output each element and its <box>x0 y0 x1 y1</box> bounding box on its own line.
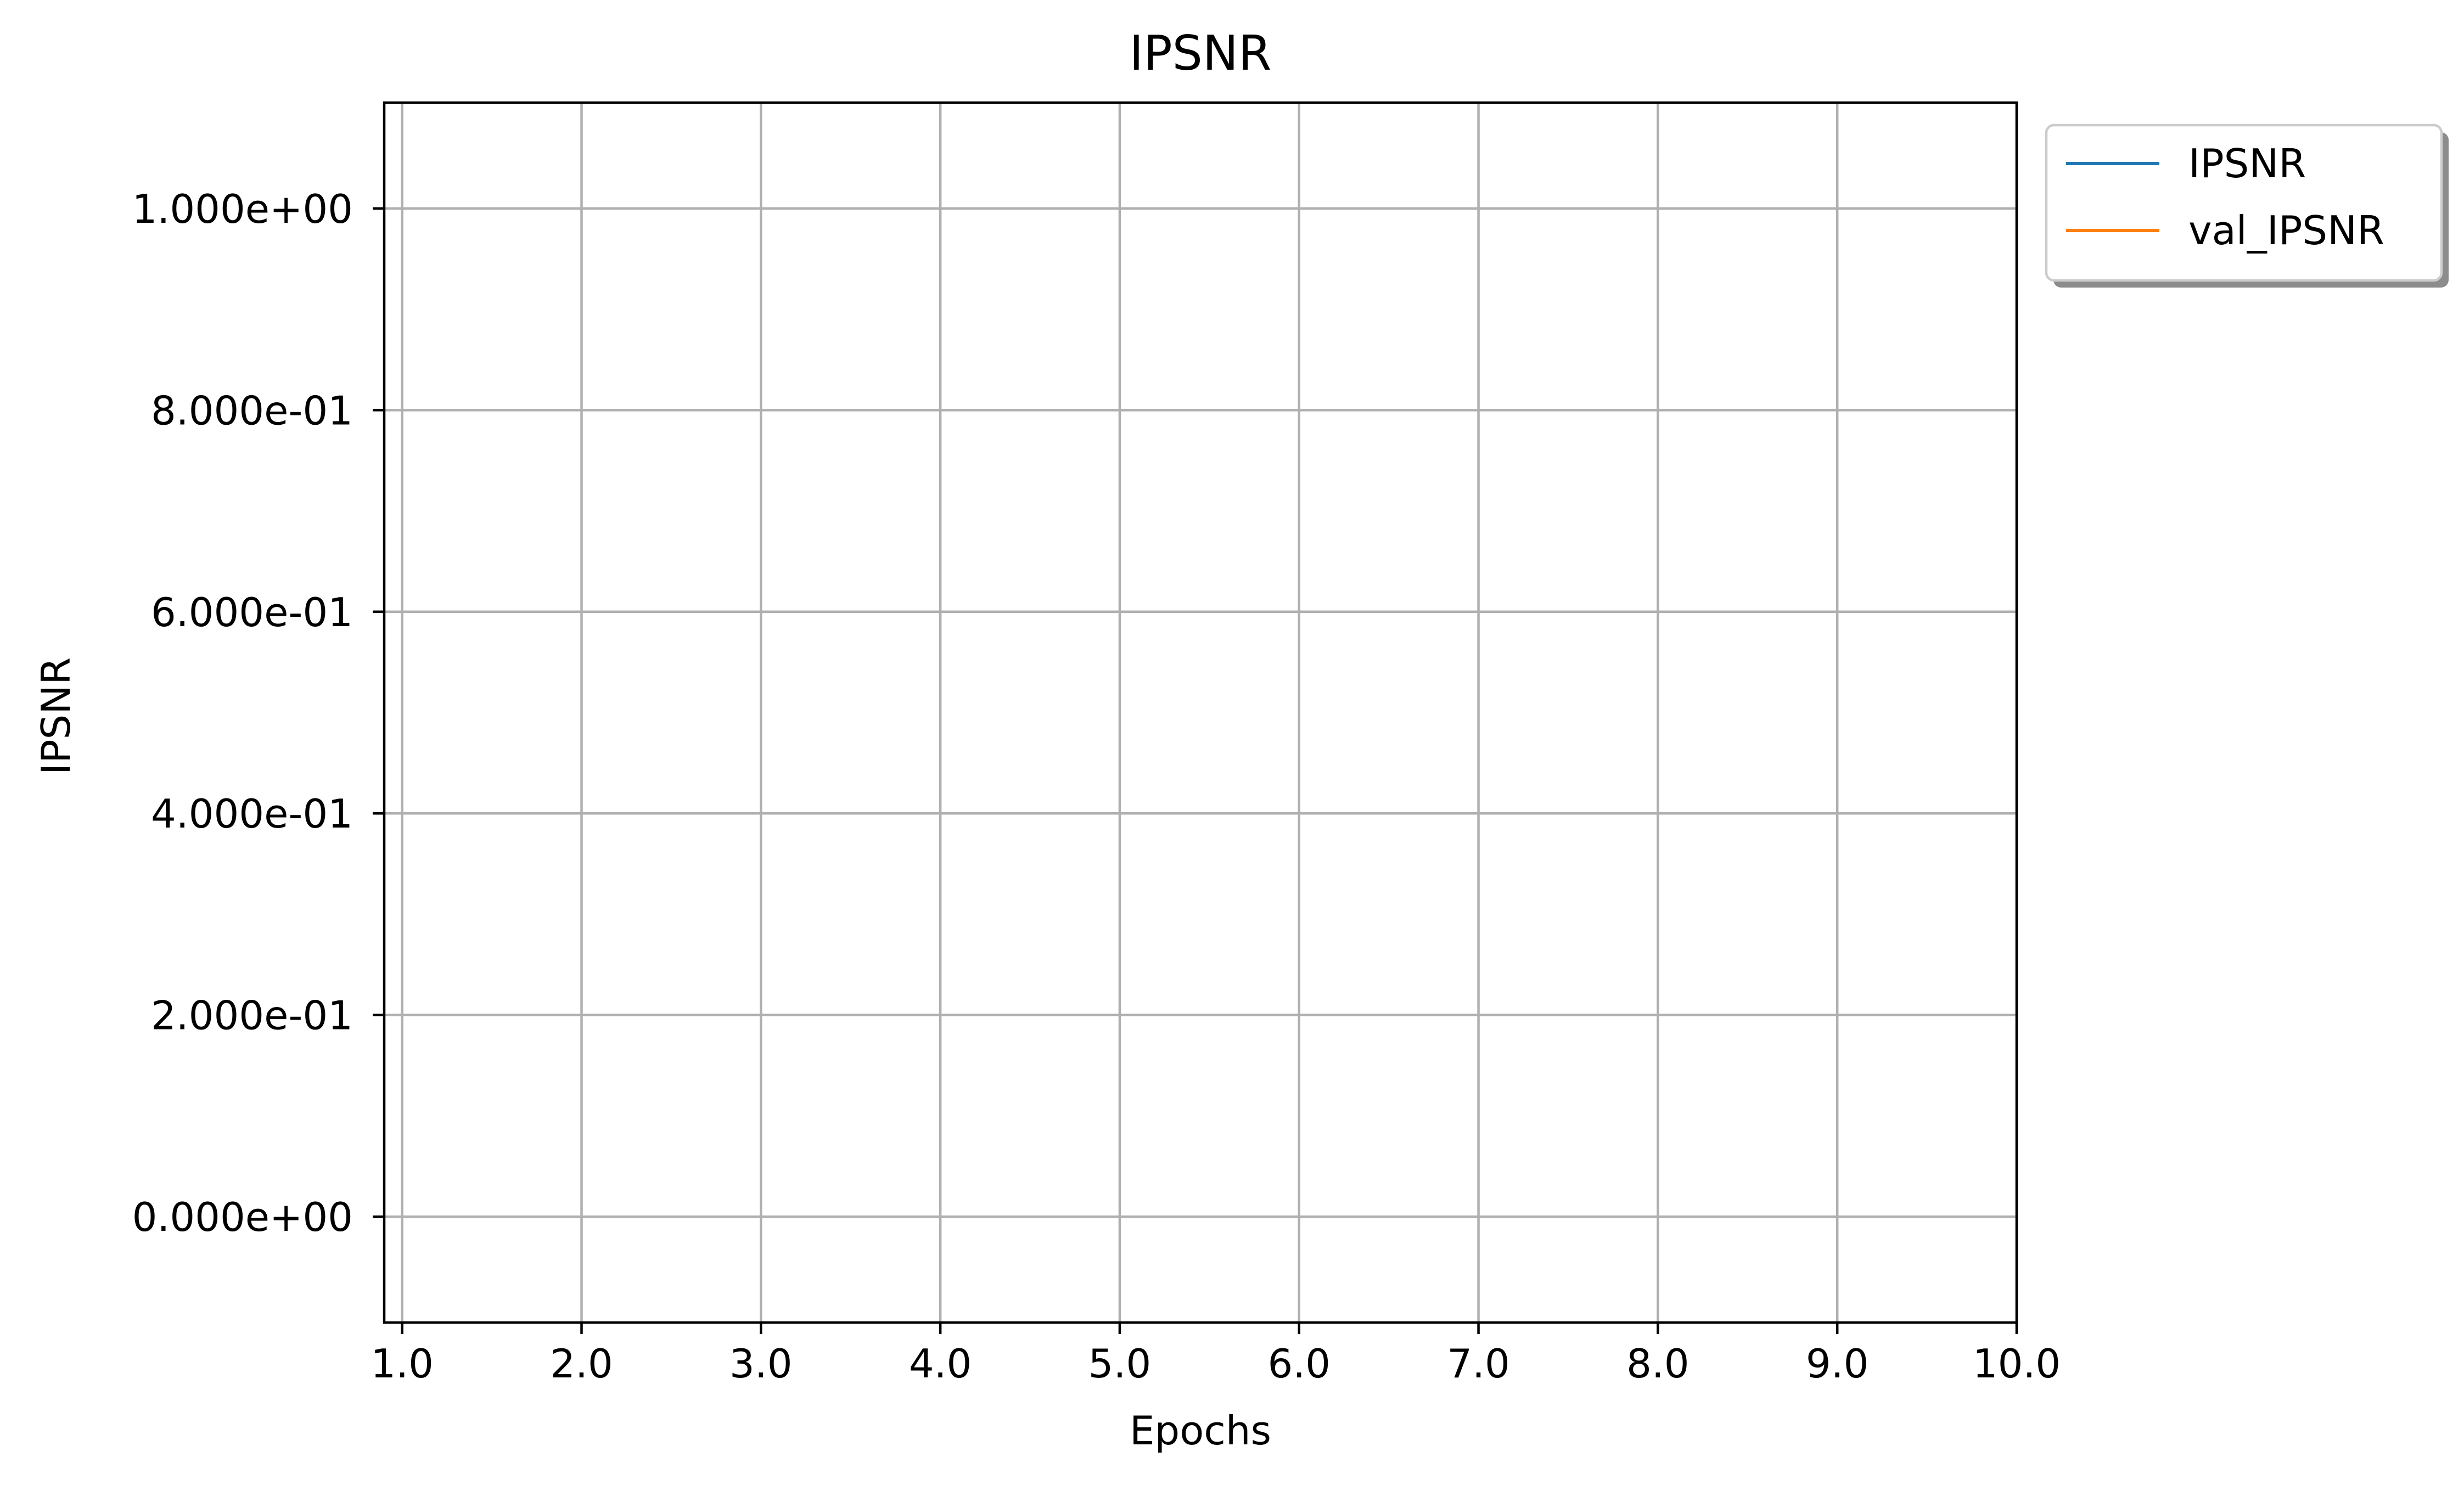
y-axis-title: IPSNR <box>33 657 79 775</box>
plot-background <box>384 103 2017 1323</box>
legend-label: IPSNR <box>2188 140 2306 187</box>
y-tick-label: 0.000e+00 <box>132 1194 353 1240</box>
x-tick-label: 1.0 <box>371 1341 434 1387</box>
x-axis-title: Epochs <box>1130 1408 1271 1454</box>
x-axis-ticks: 1.0 2.0 3.0 4.0 5.0 6.0 7.0 8.0 9.0 10.0 <box>371 1323 2061 1387</box>
legend-entries: IPSNR val_IPSNR <box>2066 140 2384 254</box>
x-tick-label: 4.0 <box>909 1341 972 1387</box>
y-tick-label: 2.000e-01 <box>151 993 353 1039</box>
x-tick-label: 3.0 <box>729 1341 793 1387</box>
x-tick-label: 2.0 <box>550 1341 613 1387</box>
x-tick-label: 7.0 <box>1447 1341 1510 1387</box>
y-tick-label: 1.000e+00 <box>132 186 353 232</box>
legend-label: val_IPSNR <box>2188 207 2384 254</box>
x-tick-label: 6.0 <box>1267 1341 1331 1387</box>
x-tick-label: 9.0 <box>1806 1341 1869 1387</box>
plot-area <box>383 101 2018 1324</box>
y-gridlines <box>384 207 2017 1218</box>
x-tick-label: 10.0 <box>1973 1341 2061 1387</box>
y-tick-label: 4.000e-01 <box>151 791 353 837</box>
plot-frame <box>383 101 2018 1324</box>
y-tick-label: 6.000e-01 <box>151 589 353 635</box>
y-axis-ticks: 0.000e+00 2.000e-01 4.000e-01 6.000e-01 8.00… <box>132 186 384 1240</box>
x-tick-label: 5.0 <box>1088 1341 1152 1387</box>
chart-title: IPSNR <box>1130 25 1272 81</box>
y-tick-label: 8.000e-01 <box>151 387 353 434</box>
legend: IPSNR val_IPSNR <box>2045 123 2449 288</box>
x-tick-label: 8.0 <box>1626 1341 1690 1387</box>
